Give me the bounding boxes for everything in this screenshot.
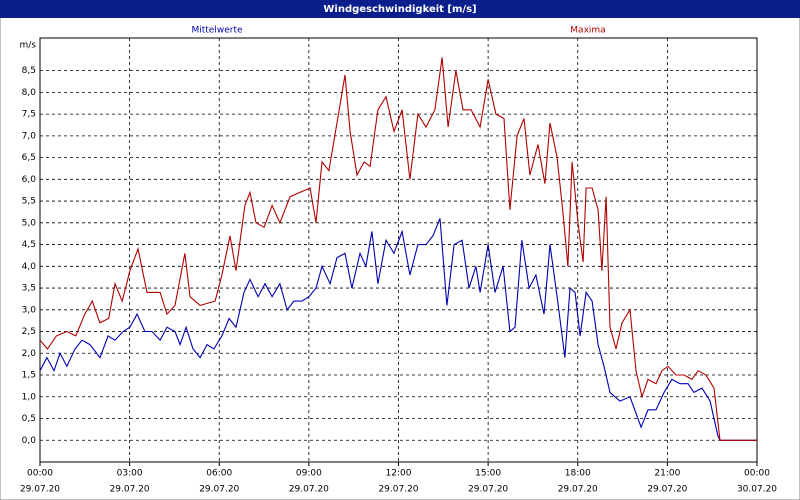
x-tick-label: 03:00 [117, 469, 143, 479]
series-line [39, 57, 757, 441]
title-bar [0, 0, 800, 18]
x-tick-label: 12:00 [386, 469, 412, 479]
y-tick-label: 7,0 [22, 131, 37, 141]
x-tick-label: 09:00 [296, 469, 322, 479]
chart-title: Windgeschwindigkeit [m/s] [323, 4, 476, 15]
x-tick-label: 00:00 [27, 469, 53, 479]
y-tick-label: 8,0 [22, 88, 37, 98]
y-tick-label: 1,0 [22, 392, 37, 402]
x-tick-date: 29.07.20 [20, 485, 60, 495]
x-tick-date: 29.07.20 [558, 485, 598, 495]
y-tick-label: 3,0 [22, 305, 37, 315]
legend-label: Maxima [570, 26, 605, 36]
x-tick-date: 29.07.20 [647, 485, 687, 495]
x-tick-date: 29.07.20 [199, 485, 239, 495]
x-tick-date: 29.07.20 [110, 485, 150, 495]
y-tick-label: 2,5 [22, 327, 36, 337]
y-tick-label: 5,5 [22, 197, 36, 207]
y-tick-label: 5,0 [22, 218, 37, 228]
x-tick-label: 18:00 [565, 469, 591, 479]
y-tick-label: 4,0 [22, 262, 37, 272]
y-tick-label: 3,5 [22, 284, 36, 294]
y-tick-label: 7,5 [22, 110, 36, 120]
x-tick-date: 29.07.20 [468, 485, 508, 495]
x-tick-date: 29.07.20 [378, 485, 418, 495]
x-tick-label: 15:00 [475, 469, 501, 479]
x-tick-label: 00:00 [744, 469, 770, 479]
y-tick-label: 8,5 [22, 66, 36, 76]
y-tick-label: 0,0 [22, 436, 37, 446]
y-tick-label: 2,0 [22, 349, 37, 359]
x-tick-date: 30.07.20 [737, 485, 777, 495]
y-tick-label: 4,5 [22, 240, 36, 250]
x-tick-label: 21:00 [654, 469, 680, 479]
y-tick-label: 6,0 [22, 175, 37, 185]
x-tick-date: 29.07.20 [289, 485, 329, 495]
y-tick-label: 1,5 [22, 371, 36, 381]
y-unit: m/s [20, 41, 37, 51]
x-tick-label: 06:00 [206, 469, 232, 479]
series-line [39, 218, 757, 441]
legend-label: Mittelwerte [191, 26, 242, 36]
y-tick-label: 0,5 [22, 414, 36, 424]
y-tick-label: 6,5 [22, 153, 36, 163]
